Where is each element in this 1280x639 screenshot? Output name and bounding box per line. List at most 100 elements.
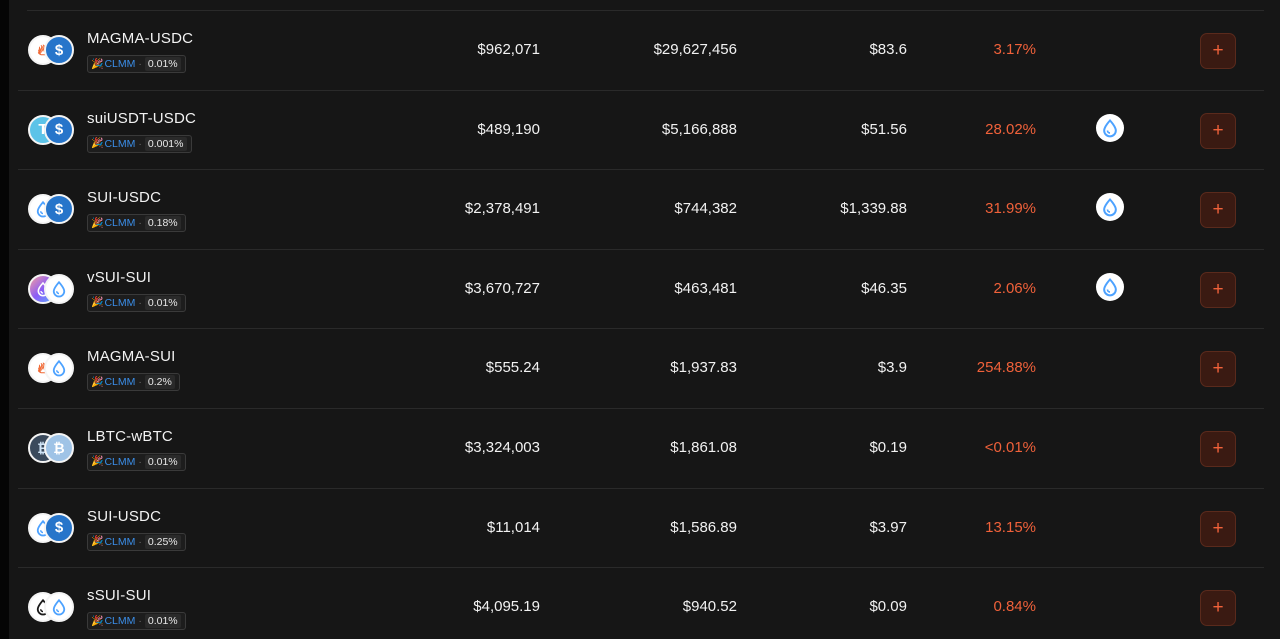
volume-value: $29,627,456 <box>653 41 737 58</box>
tvl-value: $11,014 <box>486 518 540 536</box>
fees-value: $46.35 <box>861 279 907 297</box>
pair-name[interactable]: SUI-USDC <box>87 189 162 207</box>
apr-value: 31.99% <box>985 200 1036 218</box>
sui-icon <box>44 273 74 304</box>
fees-value: $83.6 <box>869 41 907 58</box>
pools-panel <box>9 0 1280 639</box>
pair-name[interactable]: MAGMA-SUI <box>87 348 176 366</box>
fee-tier: 0.01% <box>144 295 181 310</box>
add-liquidity-button[interactable]: + <box>1200 510 1236 547</box>
volume-value: $1,937.83 <box>670 359 737 377</box>
party-icon: 🎉 <box>91 615 104 627</box>
fees-value: $3.97 <box>869 518 907 536</box>
pair-name[interactable]: SUI-USDC <box>87 507 162 525</box>
usdc-icon: $ <box>44 512 74 543</box>
pair-name[interactable]: MAGMA-USDC <box>87 30 194 47</box>
tvl-value: $3,670,727 <box>464 279 540 297</box>
add-liquidity-button[interactable]: + <box>1200 192 1236 229</box>
pool-type: CLMM <box>104 296 136 309</box>
fee-tier: 0.25% <box>144 534 181 549</box>
fee-tier: 0.01% <box>144 614 181 629</box>
table-row[interactable]: vSUI-SUI 🎉 CLMM · 0.01% $3,670,727 $463,481 $46… <box>18 250 1264 330</box>
pair-icons: ₿ ₿ <box>28 432 74 463</box>
fee-tier: 0.001% <box>144 136 187 151</box>
pair-icons: 🔥︎ <box>28 353 74 384</box>
tvl-value: $962,071 <box>477 41 540 58</box>
pair-name[interactable]: suiUSDT-USDC <box>87 109 197 127</box>
pool-tag: 🎉 CLMM · 0.01% <box>87 612 186 631</box>
pool-type: CLMM <box>104 376 136 389</box>
wbtc-icon: ₿ <box>44 432 74 463</box>
apr-value: 0.84% <box>993 598 1036 616</box>
volume-value: $5,166,888 <box>661 120 737 138</box>
party-icon: 🎉 <box>91 58 104 70</box>
tvl-value: $4,095.19 <box>473 598 540 616</box>
apr-value: <0.01% <box>984 438 1036 456</box>
table-row[interactable]: $ SUI-USDC 🎉 CLMM · 0.25% $11,014 $1,586.89 $3.9… <box>18 489 1264 569</box>
apr-value: 2.06% <box>993 279 1036 297</box>
apr-value: 254.88% <box>976 359 1036 377</box>
add-liquidity-button[interactable]: + <box>1200 351 1236 388</box>
fees-value: $1,339.88 <box>840 200 907 218</box>
volume-value: $1,861.08 <box>670 438 737 456</box>
pool-type: CLMM <box>104 535 136 548</box>
volume-value: $744,382 <box>674 200 737 218</box>
table-row[interactable]: 🔥︎ $ MAGMA-USDC 🎉 CLMM · 0.01% $962,071 $29,627,… <box>18 11 1264 91</box>
tvl-value: $489,190 <box>477 120 540 138</box>
fee-tier: 0.18% <box>144 216 181 231</box>
tag-separator: · <box>138 296 142 309</box>
tvl-value: $2,378,491 <box>464 200 540 218</box>
pool-type: CLMM <box>104 58 136 70</box>
party-icon: 🎉 <box>91 536 104 548</box>
add-liquidity-button[interactable]: + <box>1200 430 1236 467</box>
pair-icons: $ <box>28 194 74 225</box>
volume-value: $1,586.89 <box>670 518 737 536</box>
pool-tag: 🎉 CLMM · 0.01% <box>87 293 186 312</box>
table-row[interactable]: ₿ ₿ LBTC-wBTC 🎉 CLMM · 0.01% $3,324,003 $1,861.0… <box>18 409 1264 489</box>
table-row[interactable]: 🔥︎ MAGMA-SUI 🎉 CLMM · 0.2% $555.24 $1,937.83 $3.… <box>18 329 1264 409</box>
table-row[interactable]: sSUI-SUI 🎉 CLMM · 0.01% $4,095.19 $940.52 $0.09… <box>18 568 1264 639</box>
pool-tag: 🎉 CLMM · 0.01% <box>87 55 186 73</box>
pair-name[interactable]: vSUI-SUI <box>87 268 152 286</box>
party-icon: 🎉 <box>91 217 104 229</box>
add-liquidity-button[interactable]: + <box>1200 271 1236 308</box>
pool-tag: 🎉 CLMM · 0.001% <box>87 134 192 153</box>
apr-value: 3.17% <box>993 41 1036 58</box>
pool-type: CLMM <box>104 455 136 468</box>
fee-tier: 0.01% <box>144 57 181 71</box>
tag-separator: · <box>138 455 142 468</box>
pool-type: CLMM <box>104 137 136 150</box>
usdc-icon: $ <box>44 194 74 225</box>
party-icon: 🎉 <box>91 138 104 150</box>
pool-tag: 🎉 CLMM · 0.2% <box>87 373 180 392</box>
pair-name[interactable]: LBTC-wBTC <box>87 427 173 445</box>
sui-icon <box>44 592 74 623</box>
sui-reward-icon <box>1096 193 1124 222</box>
table-row[interactable]: T $ suiUSDT-USDC 🎉 CLMM · 0.001% $489,190 $5,166… <box>18 91 1264 171</box>
usdc-icon: $ <box>44 114 74 145</box>
pair-icons <box>28 273 74 304</box>
party-icon: 🎉 <box>91 456 104 468</box>
sui-icon <box>44 353 74 384</box>
fees-value: $51.56 <box>861 120 907 138</box>
fee-tier: 0.2% <box>144 375 175 390</box>
pool-tag: 🎉 CLMM · 0.01% <box>87 452 186 471</box>
fees-value: $3.9 <box>877 359 907 377</box>
pool-tag: 🎉 CLMM · 0.18% <box>87 214 186 233</box>
add-liquidity-button[interactable]: + <box>1200 112 1236 149</box>
tag-separator: · <box>138 535 142 548</box>
pair-icons: $ <box>28 512 74 543</box>
volume-value: $463,481 <box>674 279 737 297</box>
tag-separator: · <box>138 217 142 230</box>
pair-icons: T $ <box>28 114 74 145</box>
tag-separator: · <box>138 58 142 70</box>
add-liquidity-button[interactable]: + <box>1200 590 1236 627</box>
pair-name[interactable]: sSUI-SUI <box>87 587 152 605</box>
tvl-value: $555.24 <box>485 359 540 377</box>
add-liquidity-button[interactable]: + <box>1200 33 1236 69</box>
fees-value: $0.19 <box>869 438 907 456</box>
usdc-icon: $ <box>44 35 74 65</box>
pool-tag: 🎉 CLMM · 0.25% <box>87 532 186 551</box>
table-row[interactable]: $ SUI-USDC 🎉 CLMM · 0.18% $2,378,491 $744,382 $1… <box>18 170 1264 250</box>
sidebar-edge <box>0 0 9 639</box>
